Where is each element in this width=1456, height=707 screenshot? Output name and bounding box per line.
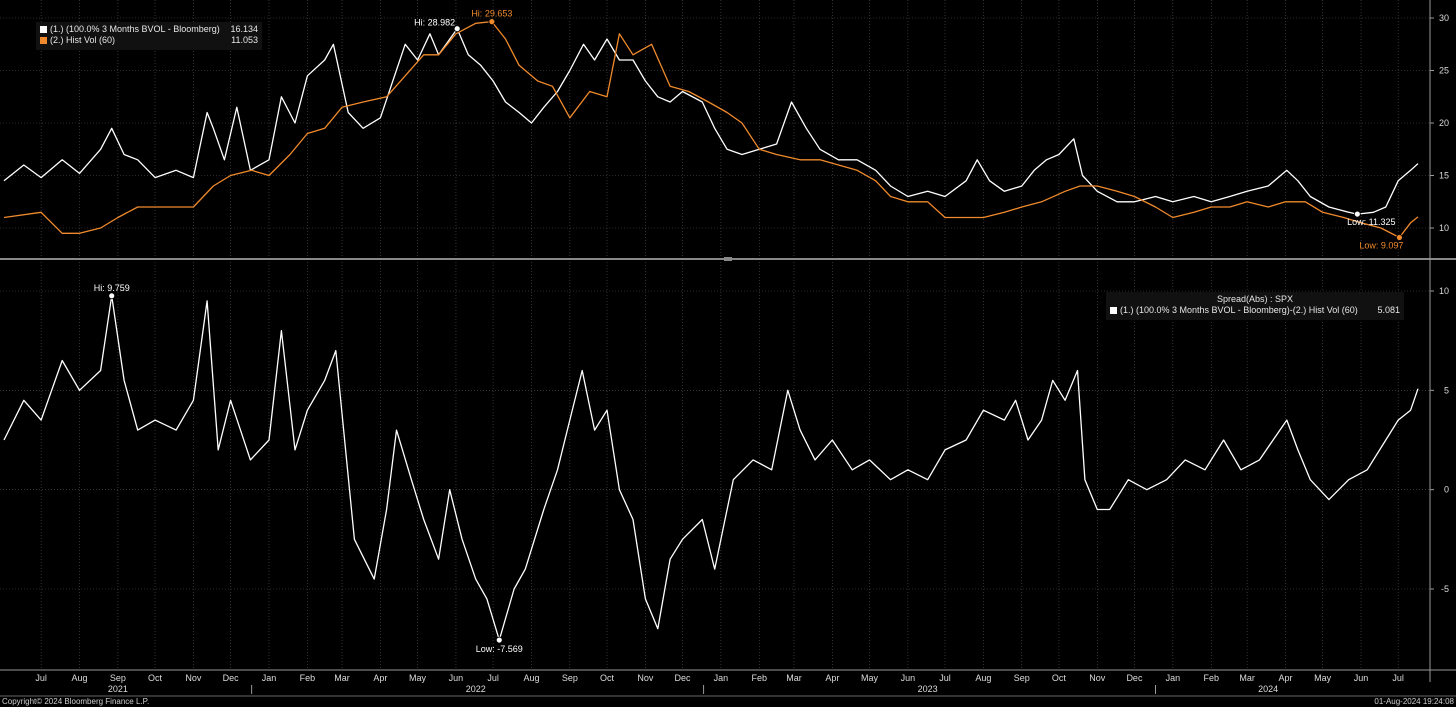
y-tick-label: 20: [1439, 118, 1449, 128]
series-layer: [3, 20, 1419, 641]
month-tick-label: Oct: [600, 673, 615, 683]
extreme-marker: [488, 18, 496, 26]
legend-swatch-orange: [40, 37, 47, 44]
month-tick-label: Aug: [523, 673, 539, 683]
month-tick-label: Feb: [752, 673, 768, 683]
spread-panel-title: Spread(Abs) : SPX: [1216, 294, 1294, 304]
month-tick-label: Sep: [110, 673, 126, 683]
month-tick-label: Sep: [562, 673, 578, 683]
month-tick-label: Jul: [1392, 673, 1404, 683]
y-tick-label: 10: [1439, 223, 1449, 233]
month-tick-label: Dec: [1126, 673, 1143, 683]
extreme-marker: [1396, 234, 1403, 241]
legend-swatch-white: [40, 26, 47, 33]
month-tick-label: Apr: [373, 673, 387, 683]
month-tick-label: Feb: [300, 673, 316, 683]
extreme-marker: [108, 292, 116, 300]
month-tick-label: Aug: [72, 673, 88, 683]
legend-label-histvol: (2.) Hist Vol (60): [50, 35, 116, 45]
month-tick-label: Mar: [334, 673, 350, 683]
month-tick-label: Jul: [939, 673, 951, 683]
legend-entry-histvol: (2.) Hist Vol (60) 11.053: [40, 35, 258, 46]
month-tick-label: May: [409, 673, 427, 683]
annotation-layer: Hi: 28.982 Hi: 29.653 Low: 11.325 Low: 9.09…: [94, 9, 1404, 654]
series-line-spread: [3, 295, 1419, 641]
extreme-marker: [1353, 210, 1361, 218]
top-panel-legend: (1.) (100.0% 3 Months BVOL - Bloomberg) …: [36, 22, 262, 50]
extreme-label: Low: 9.097: [1359, 240, 1403, 250]
month-tick-label: Oct: [148, 673, 163, 683]
extreme-marker: [453, 25, 461, 33]
legend-label-spread: (1.) (100.0% 3 Months BVOL - Bloomberg)-…: [1120, 305, 1358, 315]
month-tick-label: Jul: [487, 673, 499, 683]
bottom-panel-legend: Spread(Abs) : SPX (1.) (100.0% 3 Months …: [1106, 292, 1404, 320]
month-tick-label: Jan: [1166, 673, 1181, 683]
month-tick-label: Mar: [786, 673, 802, 683]
y-tick-label: 15: [1439, 171, 1449, 181]
month-tick-label: Nov: [637, 673, 654, 683]
year-tick-label: 2024: [1258, 684, 1278, 694]
month-tick-label: Dec: [223, 673, 240, 683]
month-tick-label: Jun: [1354, 673, 1369, 683]
y-tick-label: 5: [1444, 385, 1449, 395]
legend-label-bvol: (1.) (100.0% 3 Months BVOL - Bloomberg): [50, 24, 220, 34]
y-tick-label: 30: [1439, 13, 1449, 23]
month-tick-label: Sep: [1014, 673, 1030, 683]
grid-layer: [0, 0, 1430, 670]
year-tick-label: 2023: [918, 684, 938, 694]
month-tick-label: Jan: [714, 673, 729, 683]
y-tick-label: 25: [1439, 66, 1449, 76]
month-tick-label: May: [861, 673, 879, 683]
extreme-label: Hi: 28.982: [414, 18, 455, 28]
month-tick-label: Nov: [1089, 673, 1106, 683]
month-tick-label: Apr: [825, 673, 839, 683]
y-tick-label: -5: [1441, 584, 1449, 594]
month-tick-label: Mar: [1239, 673, 1255, 683]
year-tick-label: 2021: [108, 684, 128, 694]
copyright-text: Copyright© 2024 Bloomberg Finance L.P.: [2, 697, 150, 706]
y-tick-label: 0: [1444, 485, 1449, 495]
legend-entry-bvol: (1.) (100.0% 3 Months BVOL - Bloomberg) …: [40, 24, 258, 35]
month-tick-label: Apr: [1279, 673, 1293, 683]
y-tick-label: 10: [1439, 286, 1449, 296]
legend-entry-spread: (1.) (100.0% 3 Months BVOL - Bloomberg)-…: [1110, 305, 1400, 316]
month-tick-label: Jul: [35, 673, 47, 683]
year-tick-label: 2022: [466, 684, 486, 694]
month-tick-label: Jun: [449, 673, 464, 683]
extreme-label: Low: 11.325: [1347, 217, 1395, 227]
extreme-marker: [495, 636, 503, 644]
panel-resize-handle: [724, 257, 732, 261]
series-line-histvol: [3, 20, 1419, 239]
month-tick-label: Oct: [1052, 673, 1067, 683]
legend-value-bvol: 16.134: [230, 24, 258, 34]
extreme-label: Hi: 29.653: [471, 9, 512, 19]
month-tick-label: May: [1314, 673, 1332, 683]
month-tick-label: Jun: [901, 673, 916, 683]
month-tick-label: Feb: [1203, 673, 1219, 683]
month-tick-label: Jan: [262, 673, 277, 683]
legend-value-spread: 5.081: [1377, 305, 1400, 315]
month-tick-label: Dec: [675, 673, 692, 683]
timestamp-text: 01-Aug-2024 19:24:08: [1374, 697, 1454, 706]
extreme-label: Low: -7.569: [476, 644, 523, 654]
legend-swatch-white: [1110, 307, 1117, 314]
month-tick-label: Aug: [975, 673, 991, 683]
extreme-label: Hi: 9.759: [94, 283, 130, 293]
legend-value-histvol: 11.053: [231, 35, 258, 45]
month-tick-label: Nov: [185, 673, 202, 683]
